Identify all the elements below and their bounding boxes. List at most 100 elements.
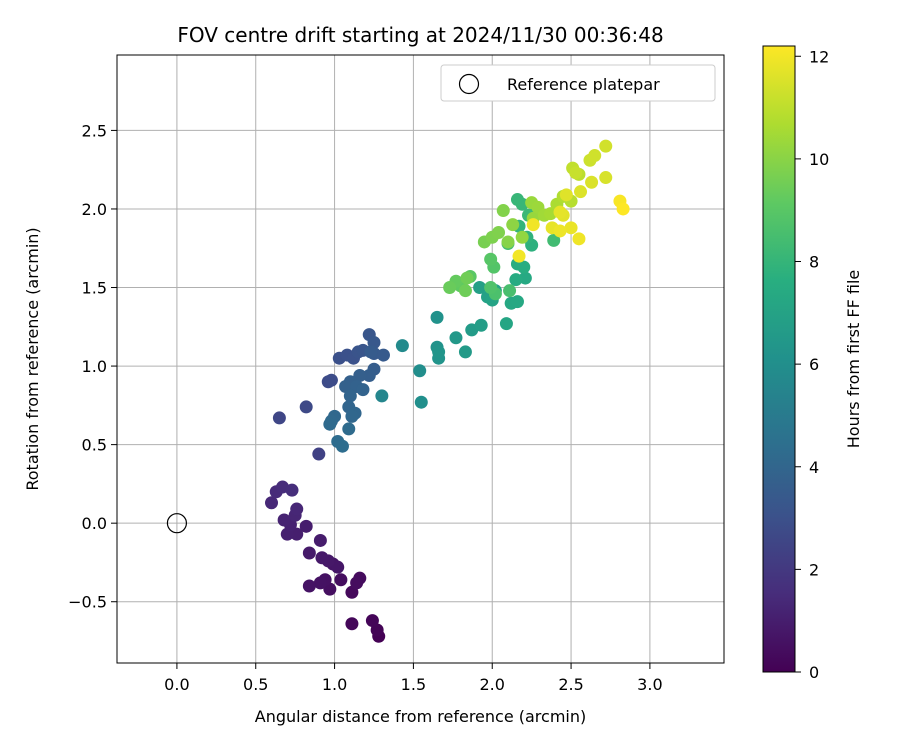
x-tick-label: 2.0 bbox=[480, 675, 505, 694]
data-point bbox=[302, 579, 316, 593]
colorbar-label: Hours from first FF file bbox=[844, 270, 863, 449]
data-point bbox=[277, 513, 291, 527]
y-axis-ticks: −0.5 0.0 0.5 1.0 1.5 2.0 2.5 bbox=[68, 121, 117, 612]
data-point bbox=[559, 188, 573, 202]
colorbar-tick-label: 6 bbox=[809, 355, 819, 374]
reference-marker bbox=[166, 513, 188, 534]
data-point bbox=[547, 233, 561, 247]
data-point bbox=[323, 417, 337, 431]
data-point bbox=[331, 560, 345, 574]
data-point bbox=[312, 447, 326, 461]
data-point bbox=[345, 409, 359, 423]
legend-entry-reference: Reference platepar bbox=[507, 75, 660, 94]
data-point bbox=[299, 400, 313, 414]
data-point bbox=[350, 576, 364, 590]
y-tick-label: 1.5 bbox=[82, 279, 107, 298]
data-point bbox=[492, 226, 506, 240]
data-point bbox=[526, 218, 540, 232]
colorbar-tick-label: 10 bbox=[809, 150, 829, 169]
x-tick-label: 0.5 bbox=[243, 675, 268, 694]
data-point bbox=[509, 273, 523, 287]
y-tick-label: 0.5 bbox=[82, 436, 107, 455]
x-tick-label: 1.5 bbox=[401, 675, 426, 694]
data-point bbox=[362, 368, 376, 382]
colorbar-tick-label: 8 bbox=[809, 253, 819, 272]
colorbar-tick-label: 4 bbox=[809, 458, 819, 477]
data-point bbox=[458, 284, 472, 298]
data-point bbox=[302, 546, 316, 560]
data-point bbox=[574, 185, 588, 199]
colorbar-ticks: 0 2 4 6 8 10 12 bbox=[795, 47, 829, 682]
colorbar-tick-label: 2 bbox=[809, 560, 819, 579]
data-point bbox=[443, 281, 457, 295]
colorbar: 0 2 4 6 8 10 12 Hours from first FF file bbox=[762, 45, 863, 682]
data-point bbox=[334, 573, 348, 587]
data-point bbox=[588, 149, 602, 163]
data-point bbox=[599, 171, 613, 185]
colorbar-gradient bbox=[762, 45, 796, 673]
x-axis-ticks: 0.0 0.5 1.0 1.5 2.0 2.5 3.0 bbox=[164, 663, 663, 694]
data-point bbox=[496, 204, 510, 218]
data-point bbox=[512, 249, 526, 263]
x-tick-label: 0.0 bbox=[164, 675, 189, 694]
data-point bbox=[290, 502, 304, 516]
data-point bbox=[364, 345, 378, 359]
y-tick-label: 2.5 bbox=[82, 121, 107, 140]
data-point bbox=[510, 295, 524, 309]
data-point bbox=[553, 224, 567, 238]
data-point bbox=[458, 345, 472, 359]
y-tick-label: 2.0 bbox=[82, 200, 107, 219]
colorbar-tick-label: 0 bbox=[809, 663, 819, 682]
data-point bbox=[285, 483, 299, 497]
data-point bbox=[313, 576, 327, 590]
data-point bbox=[365, 614, 379, 628]
data-point bbox=[395, 339, 409, 353]
data-point bbox=[290, 527, 304, 541]
data-point bbox=[315, 551, 329, 565]
data-point bbox=[569, 166, 583, 180]
legend-box bbox=[440, 64, 716, 102]
y-axis-label: Rotation from reference (arcmin) bbox=[23, 227, 42, 490]
data-point bbox=[432, 345, 446, 359]
y-tick-label: 0.0 bbox=[82, 514, 107, 533]
data-point bbox=[335, 439, 349, 453]
data-point bbox=[265, 496, 279, 510]
data-points bbox=[265, 139, 630, 643]
data-point bbox=[585, 175, 599, 189]
data-point bbox=[460, 271, 474, 285]
plot-frame bbox=[116, 54, 725, 664]
data-point bbox=[506, 218, 520, 232]
grid-lines bbox=[117, 55, 724, 663]
data-point bbox=[414, 395, 428, 409]
data-point bbox=[503, 284, 517, 298]
data-point bbox=[375, 389, 389, 403]
y-tick-label: −0.5 bbox=[68, 593, 107, 612]
data-point bbox=[553, 205, 567, 219]
x-tick-label: 2.5 bbox=[558, 675, 583, 694]
legend-reference-marker bbox=[458, 73, 480, 95]
data-point bbox=[474, 318, 488, 332]
data-point bbox=[473, 281, 487, 295]
data-point bbox=[484, 252, 498, 266]
data-point bbox=[430, 310, 444, 324]
data-point bbox=[517, 260, 531, 274]
data-point bbox=[515, 230, 529, 244]
data-point bbox=[499, 317, 513, 331]
reference-platepar-marker bbox=[166, 513, 188, 534]
data-point bbox=[616, 202, 630, 216]
y-tick-label: 1.0 bbox=[82, 357, 107, 376]
data-point bbox=[449, 331, 463, 345]
data-point bbox=[564, 221, 578, 235]
x-tick-label: 3.0 bbox=[637, 675, 662, 694]
data-point bbox=[343, 389, 357, 403]
legend: Reference platepar bbox=[440, 64, 716, 102]
data-point bbox=[413, 364, 427, 378]
chart-title: FOV centre drift starting at 2024/11/30 … bbox=[177, 23, 663, 47]
x-tick-label: 1.0 bbox=[322, 675, 347, 694]
data-point bbox=[501, 235, 515, 249]
data-point bbox=[599, 139, 613, 153]
data-point bbox=[356, 383, 370, 397]
data-point bbox=[353, 368, 367, 382]
data-point bbox=[299, 519, 313, 533]
